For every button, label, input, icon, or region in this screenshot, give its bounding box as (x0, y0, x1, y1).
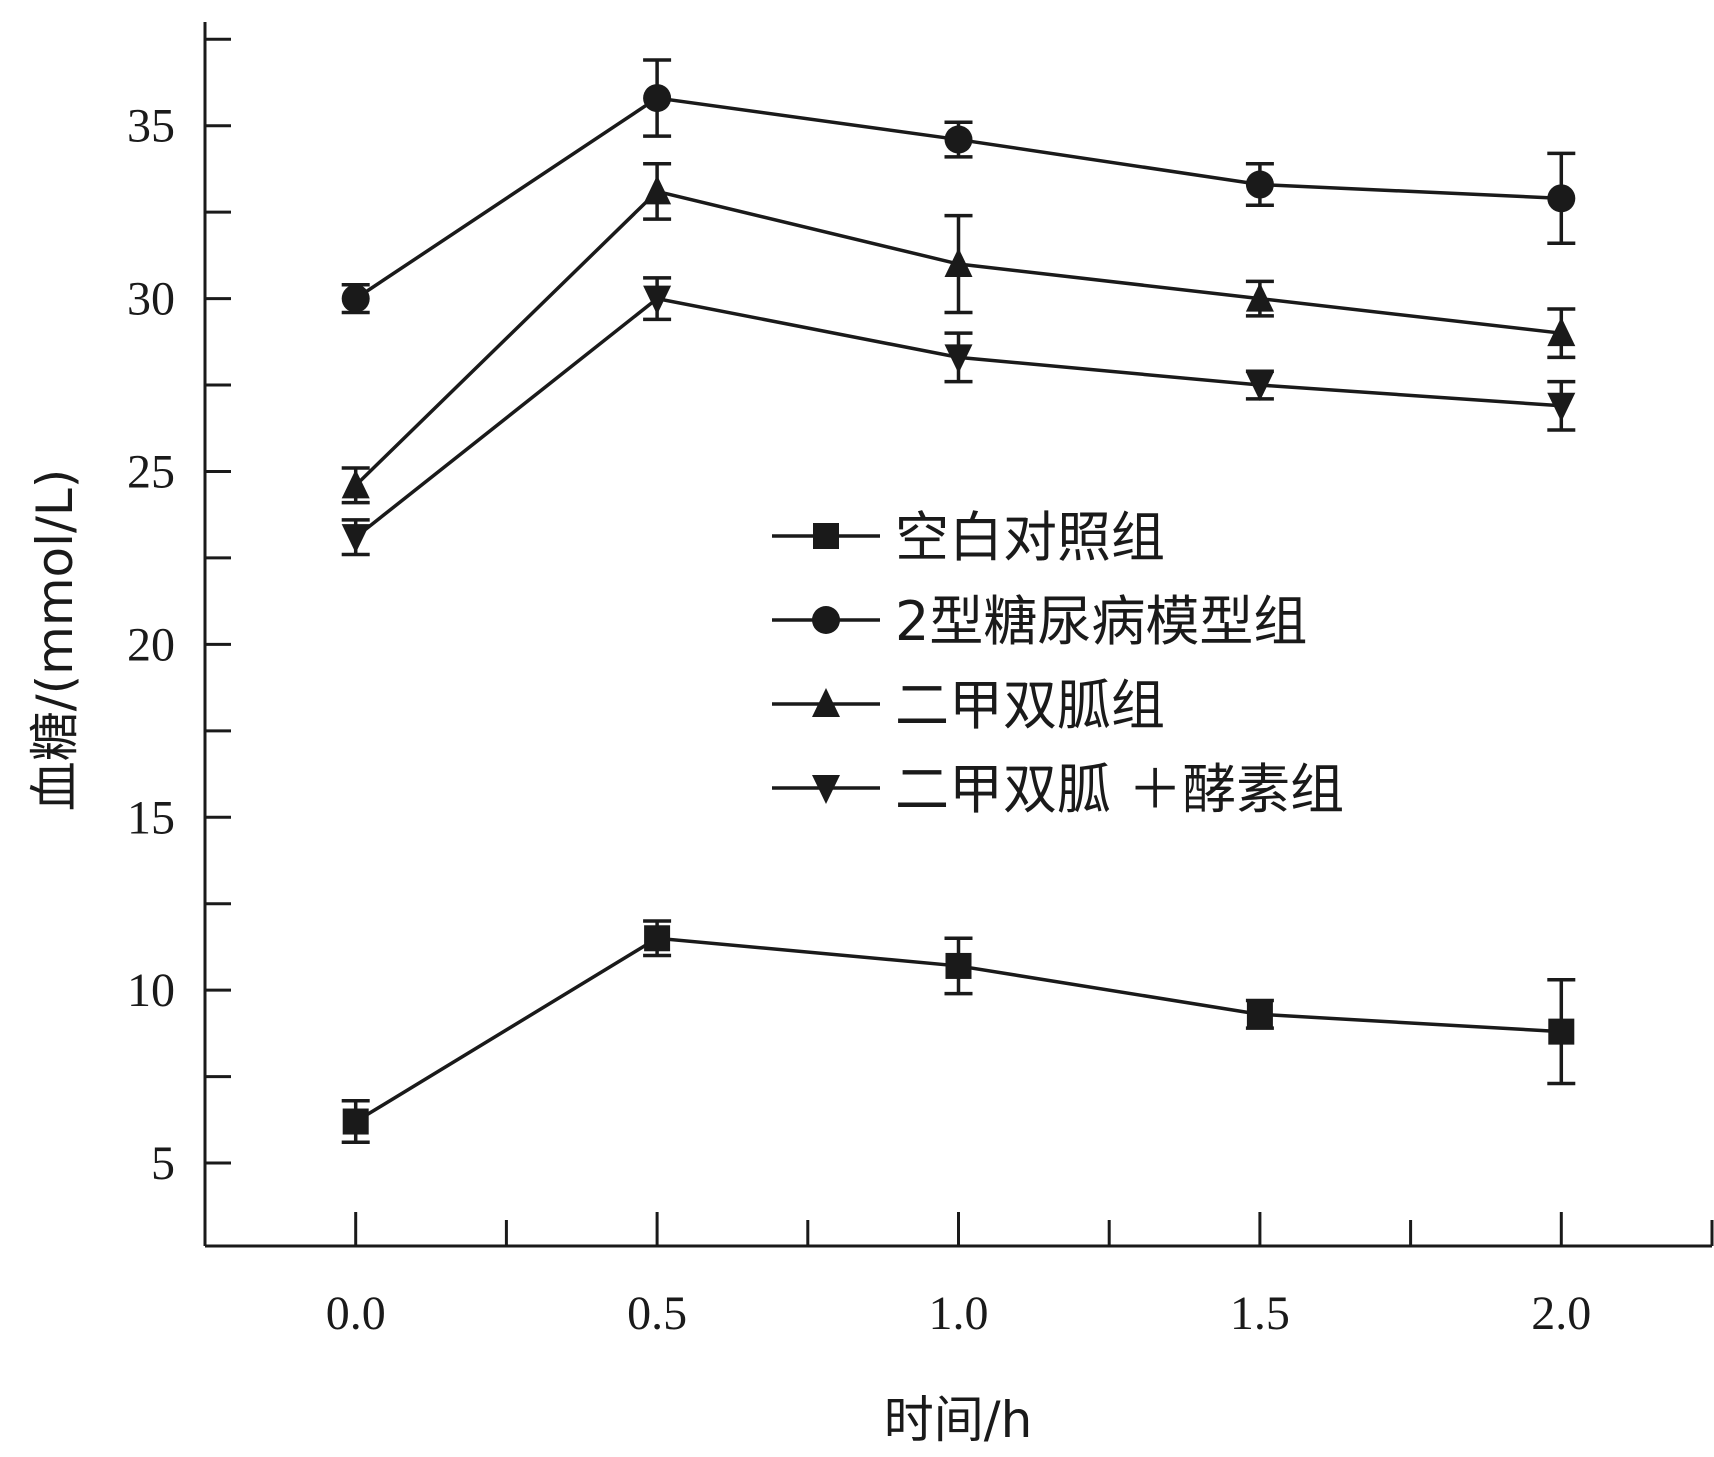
data-point (1547, 184, 1576, 213)
data-point (643, 84, 672, 113)
series-triangle-up (341, 162, 1576, 505)
y-tick-label: 10 (127, 964, 175, 1017)
legend-label: 2型糖尿病模型组 (895, 590, 1307, 653)
legend-entry: 空白对照组 (772, 506, 1165, 569)
data-point (644, 925, 671, 952)
data-point (944, 125, 973, 154)
x-ticks: 0.0 0.5 1.0 1.5 2.0 (326, 1212, 1714, 1340)
legend-label: 二甲双胍组 (895, 674, 1165, 737)
x-tick-label: 1.5 (1230, 1287, 1290, 1340)
y-tick-label: 20 (127, 618, 175, 671)
legend-triangle-down-marker (812, 775, 840, 804)
x-tick-label: 1.0 (929, 1287, 989, 1340)
y-axis-title: 血糖/(mmol/L) (26, 469, 84, 811)
legend-square-marker (813, 523, 839, 549)
legend-triangle-up-marker (812, 688, 840, 717)
legend-marker-shape (812, 688, 840, 717)
data-point (341, 469, 370, 499)
y-tick-label: 30 (127, 273, 175, 326)
legend-marker-shape (812, 606, 840, 634)
data-point (944, 344, 973, 374)
series-circle (341, 58, 1576, 315)
y-ticks: 5 10 15 20 25 30 35 (127, 37, 231, 1190)
legend-marker-shape (813, 523, 839, 549)
data-point (944, 248, 973, 278)
data-point (945, 952, 972, 979)
legend-label: 空白对照组 (895, 506, 1165, 569)
y-tick-label: 5 (151, 1137, 175, 1190)
legend-entry: 2型糖尿病模型组 (772, 590, 1307, 653)
y-tick-label: 15 (127, 791, 175, 844)
y-tick-label: 35 (127, 100, 175, 153)
data-point (341, 284, 370, 313)
legend: 空白对照组 2型糖尿病模型组 二甲双胍组 二甲双胍 ＋酵素组 (772, 506, 1344, 821)
y-tick-label: 25 (127, 445, 175, 498)
x-axis-title: 时间/h (884, 1391, 1033, 1449)
x-tick-label: 0.5 (627, 1287, 687, 1340)
data-point (1246, 1001, 1273, 1028)
x-tick-label: 2.0 (1531, 1287, 1591, 1340)
data-point (643, 285, 672, 315)
data-point (342, 1108, 369, 1135)
data-point (341, 524, 370, 554)
data-point (1547, 392, 1576, 422)
x-tick-label: 0.0 (326, 1287, 386, 1340)
legend-marker-shape (812, 775, 840, 804)
series-layer (341, 58, 1576, 1145)
series-triangle-down (341, 276, 1576, 557)
legend-entry: 二甲双胍 ＋酵素组 (772, 758, 1344, 821)
data-point (1548, 1018, 1575, 1045)
data-point (1245, 372, 1274, 402)
legend-circle-marker (812, 606, 840, 634)
legend-entry: 二甲双胍组 (772, 674, 1165, 737)
legend-label: 二甲双胍 ＋酵素组 (895, 758, 1344, 821)
data-point (643, 175, 672, 205)
data-point (1245, 170, 1274, 199)
data-point (1245, 282, 1274, 312)
data-point (1547, 317, 1576, 347)
series-square (341, 919, 1576, 1145)
